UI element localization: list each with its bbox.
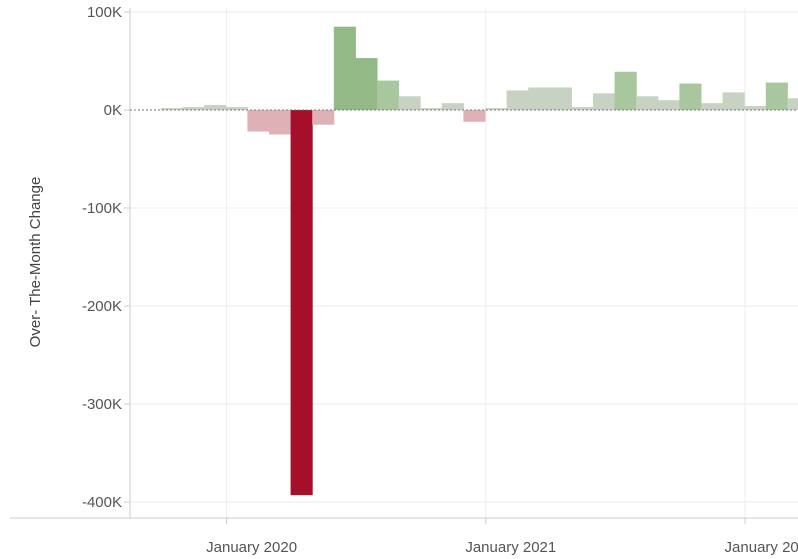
y-tick-label: 100K [87,4,122,21]
bar [247,110,270,132]
bar [571,107,594,110]
y-axis-title: Over- The-Month Change [27,177,44,348]
y-tick-label: -100K [82,200,122,217]
bar [787,98,798,110]
bar [204,105,227,110]
bar [161,108,184,110]
bar [722,92,745,110]
bar [506,90,529,110]
y-tick-label: -300K [82,396,122,413]
bar [636,96,659,110]
bar [744,106,767,110]
axis-layer: 100K 0K -100K -200K -300K -400K January 2020 Ja… [10,4,798,556]
x-tick-label: January 2022 [725,539,798,556]
y-tick-label: -400K [82,494,122,511]
bar [420,108,443,110]
bar [225,107,248,110]
bar [377,80,400,110]
bar [463,110,486,122]
bar [485,108,508,110]
bar-layer [161,26,798,496]
bar [333,26,356,111]
bar [528,87,551,110]
bar [312,110,335,125]
bar [355,58,378,110]
bar [657,100,680,110]
bar [269,110,292,135]
grid-layer [130,8,798,518]
y-tick-label: 0K [104,102,122,119]
y-tick-label: -200K [82,298,122,315]
bar [614,71,637,110]
bar [441,103,464,110]
bar [701,103,724,110]
bar [765,82,788,110]
bar [398,96,421,110]
bar [182,107,205,110]
bar [679,83,702,110]
bar [290,110,313,496]
x-tick-label: January 2021 [465,539,556,556]
x-tick-label: January 2020 [206,539,297,556]
bar [593,93,616,110]
bar [549,87,572,110]
